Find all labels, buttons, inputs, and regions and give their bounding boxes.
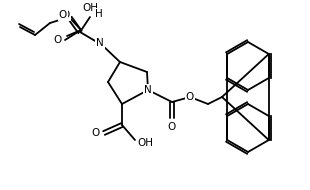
Text: H: H [95,9,103,19]
Text: O: O [168,122,176,132]
Text: N: N [96,38,104,48]
Text: O: O [54,35,62,45]
Text: O: O [62,10,70,20]
Text: N: N [144,85,152,95]
Text: O: O [92,128,100,138]
Text: O: O [59,10,67,20]
Text: OH: OH [82,3,98,13]
Text: O: O [186,92,194,102]
Text: OH: OH [137,138,153,148]
